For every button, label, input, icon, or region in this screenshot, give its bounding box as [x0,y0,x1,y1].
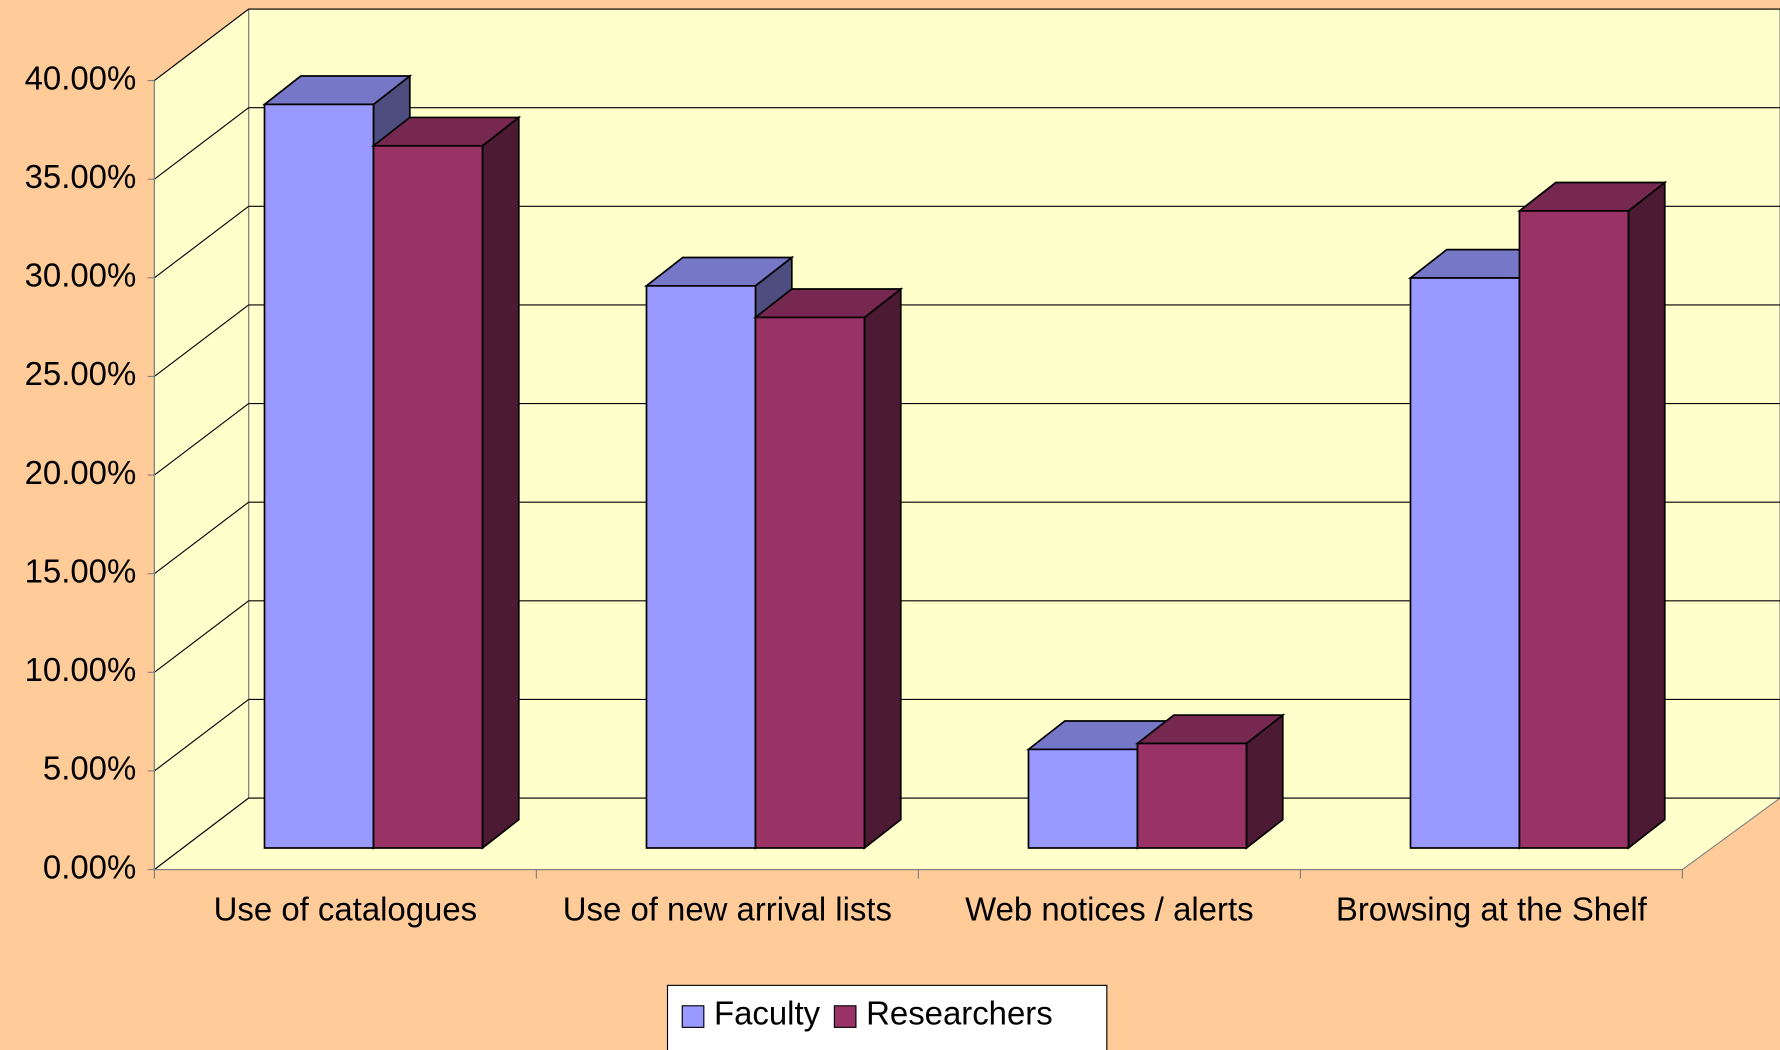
bar-front [263,103,375,849]
side-grid-line [154,797,249,871]
bar-front [1409,277,1521,849]
y-tick-label: 20.00% [25,454,137,491]
x-tick-label: Browsing at the Shelf [1336,890,1648,927]
x-tick-label: Use of catalogues [214,890,477,927]
side-grid-line [154,107,249,180]
bar-front [754,316,866,849]
bar [1516,180,1668,850]
bar-front [1136,742,1248,849]
side-grid-line [154,698,249,772]
side-grid-line [154,501,249,575]
bar [371,115,522,850]
side-grid-line [154,205,249,279]
side-grid-line [154,600,249,673]
legend-box [666,984,1108,1050]
side-grid-line [154,304,249,377]
bar-front [372,144,484,849]
legend-label: Researchers [866,995,1053,1032]
y-tick-label: 10.00% [25,651,137,688]
legend-swatch [833,1005,857,1028]
legend-label: Faculty [714,995,821,1032]
x-tick-label: Web notices / alerts [965,890,1253,927]
legend-swatch [681,1005,705,1028]
y-tick-label: 5.00% [43,750,136,787]
bar-side [1627,180,1666,850]
y-tick-label: 40.00% [25,59,137,96]
side-grid-line [154,403,249,476]
bar-front [645,285,757,849]
x-tick-label: Use of new arrival lists [563,890,892,927]
bar [753,287,904,850]
y-tick-label: 15.00% [25,552,137,589]
bar [1134,713,1286,850]
side-grid-line [154,8,249,82]
bar-side [481,115,520,850]
y-tick-label: 25.00% [25,355,137,392]
bar-front [1518,210,1630,849]
bar-side [863,287,902,850]
y-tick-label: 30.00% [25,257,137,294]
y-tick-label: 0.00% [43,848,136,885]
y-tick-label: 35.00% [25,158,137,195]
bar-front [1027,748,1139,849]
